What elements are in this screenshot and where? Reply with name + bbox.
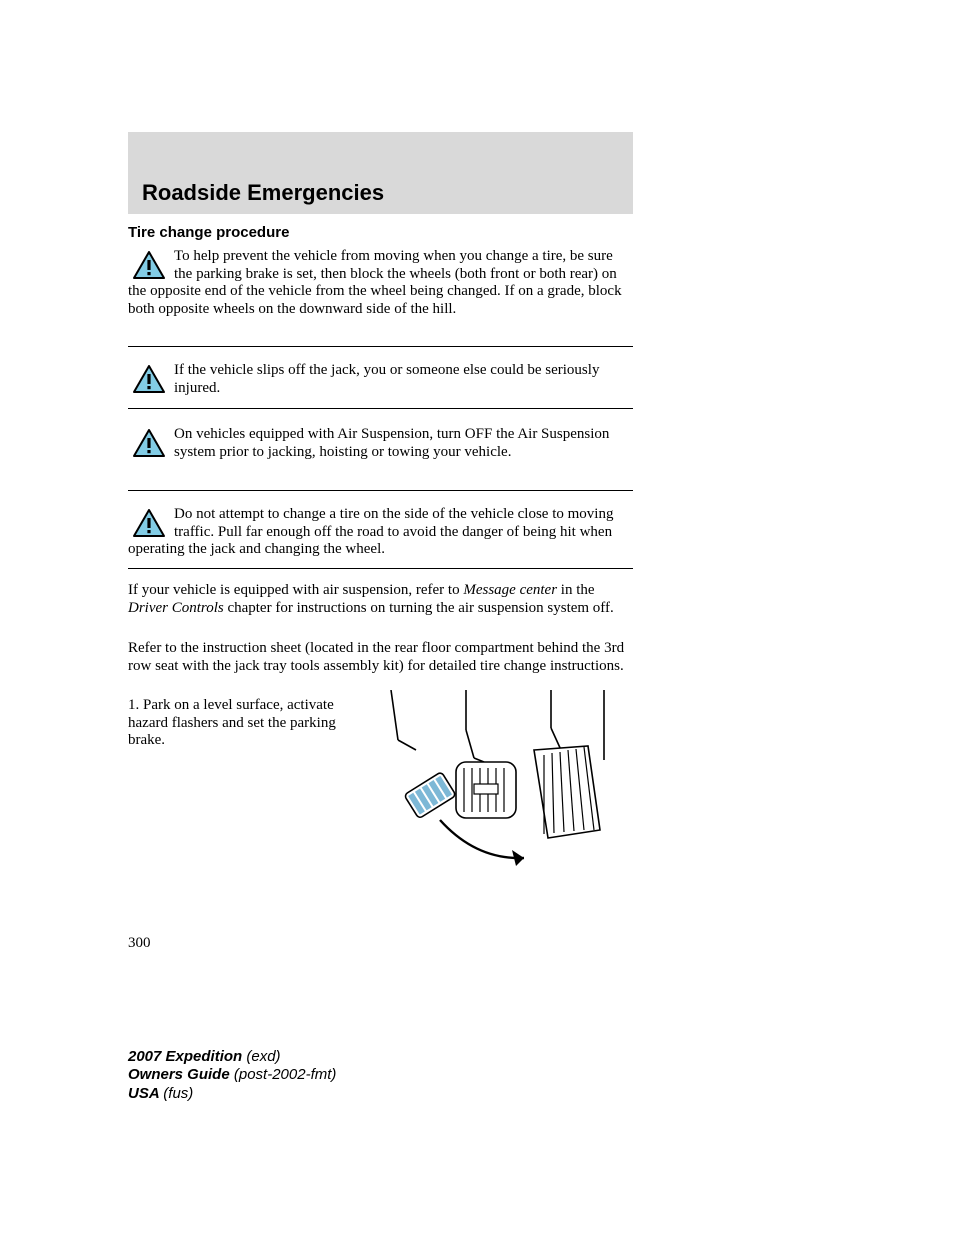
chapter-title: Roadside Emergencies [142,180,633,206]
footer-bold: USA [128,1085,163,1102]
footer-line: Owners Guide (post-2002-fmt) [128,1066,336,1084]
warning-text: If the vehicle slips off the jack, you o… [128,362,633,397]
footer-line: USA (fus) [128,1085,336,1103]
warning-icon [132,508,166,538]
footer-italic: (post-2002-fmt) [234,1066,337,1083]
body-text: If your vehicle is equipped with air sus… [128,582,463,598]
warning-block: On vehicles equipped with Air Suspension… [128,426,633,461]
warning-icon [132,364,166,394]
warning-text: On vehicles equipped with Air Suspension… [128,426,633,461]
warning-icon [132,250,166,280]
page-number: 300 [128,935,151,952]
body-emphasis: Message center [463,582,557,598]
footer-italic: (fus) [163,1085,193,1102]
body-text: in the [557,582,595,598]
body-paragraph: Refer to the instruction sheet (located … [128,640,633,675]
footer-line: 2007 Expedition (exd) [128,1048,336,1066]
warning-rule [128,568,633,569]
warning-block: Do not attempt to change a tire on the s… [128,506,633,559]
chapter-header: Roadside Emergencies [128,132,633,214]
body-text: chapter for instructions on turning the … [224,600,614,616]
pedals-diagram [356,690,634,870]
warning-block: If the vehicle slips off the jack, you o… [128,362,633,397]
footer-bold: 2007 Expedition [128,1048,246,1065]
warning-icon [132,428,166,458]
body-emphasis: Driver Controls [128,600,224,616]
warning-text: Do not attempt to change a tire on the s… [128,506,633,559]
warning-rule [128,346,633,347]
warning-text: To help prevent the vehicle from moving … [128,248,633,319]
warning-rule [128,490,633,491]
section-title: Tire change procedure [128,224,289,241]
step-text: 1. Park on a level surface, activate haz… [128,697,348,750]
warning-block: To help prevent the vehicle from moving … [128,248,633,319]
footer: 2007 Expedition (exd) Owners Guide (post… [128,1048,336,1103]
footer-italic: (exd) [246,1048,280,1065]
warning-rule [128,408,633,409]
body-paragraph: If your vehicle is equipped with air sus… [128,582,633,617]
footer-bold: Owners Guide [128,1066,234,1083]
